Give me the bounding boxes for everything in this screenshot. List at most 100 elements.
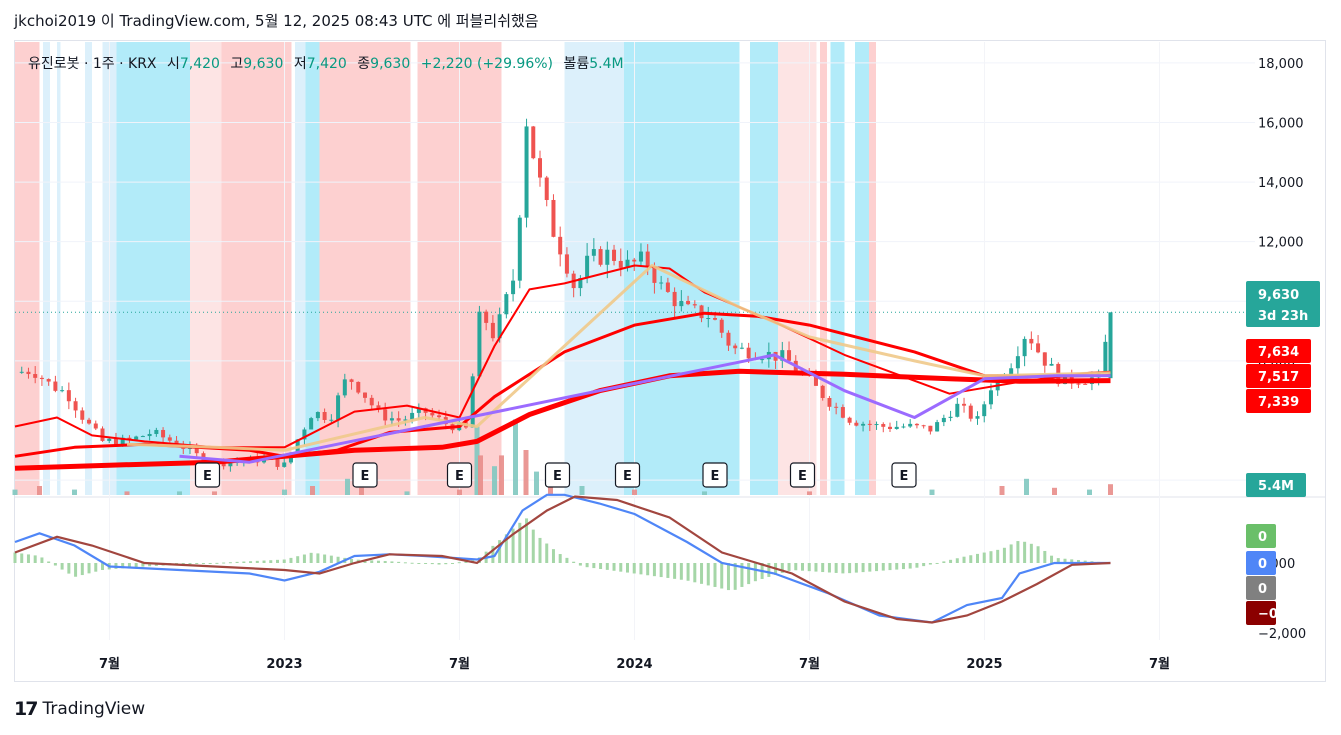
macd-histogram-bar [397,561,401,563]
candle-body [962,403,967,406]
candle-body [726,332,731,346]
earnings-label: E [798,469,807,484]
candle-body [60,390,65,392]
volume-tag [1246,473,1306,497]
macd-histogram-bar [1050,555,1054,563]
symbol-name[interactable]: 유진로봇 · 1주 · KRX [28,56,157,72]
candle-body [988,390,993,405]
tradingview-logo[interactable]: 17 TradingView [14,698,145,720]
macd-value-label: 0 [1258,557,1267,572]
candle-body [652,267,657,283]
signal-band [750,42,778,495]
candle-body [93,423,98,429]
signal-band [190,42,222,495]
candle-body [813,375,818,386]
candle-body [87,419,92,424]
macd-histogram-bar [706,563,710,586]
macd-histogram-bar [915,563,919,568]
macd-histogram-bar [673,563,677,579]
candle-body [26,371,31,375]
price-tags: 9,630 3d 23h 7,634 7,517 7,339 5.4M 0 0 0 −0 [1246,281,1320,625]
macd-histogram-bar [558,554,562,563]
candle-body [470,376,475,428]
candle-body [719,319,724,333]
macd-histogram-bar [67,563,71,574]
macd-histogram-bar [747,563,751,585]
candle-body [551,199,556,237]
volume-bar [513,419,518,495]
macd-histogram-bar [403,562,407,564]
macd-histogram-bar [53,563,57,566]
candle-body [1049,363,1054,366]
macd-histogram-bar [780,563,784,573]
candle-body [1036,343,1041,353]
low-value: 7,420 [306,56,347,72]
countdown-value: 3d 23h [1258,309,1308,324]
candle-body [840,407,845,418]
earnings-marker: E [544,462,571,488]
candle-body [625,259,630,268]
ma-price-value: 7,634 [1258,345,1299,360]
macd-histogram-bar [1043,550,1047,563]
macd-histogram-bar [410,562,414,564]
candle-body [968,405,973,419]
macd-histogram-bar [1036,546,1040,563]
macd-histogram-bar [525,518,529,563]
signal-band [869,42,876,495]
candle-body [975,416,980,419]
macd-pane [13,493,1111,624]
macd-histogram-bar [269,560,273,563]
signal-band [855,42,869,495]
macd-histogram-bar [888,563,892,571]
macd-histogram-bar [821,563,825,573]
candle-body [538,158,542,178]
volume-label: 볼륨 [563,56,590,72]
volume-bar [359,487,364,495]
macd-histogram-bar [619,563,623,572]
candle-body [928,425,933,432]
candle-body [780,350,785,361]
macd-histogram-bar [922,563,926,567]
macd-histogram-bar [1076,559,1080,563]
candle-body [120,437,125,446]
macd-histogram-bar [316,553,320,563]
macd-histogram-bar [47,561,51,563]
macd-histogram-bar [1002,547,1006,563]
macd-histogram-bar [1083,560,1087,563]
macd-histogram-bar [666,563,670,578]
macd-histogram-bar [928,563,932,565]
volume-bar [1024,478,1029,495]
macd-histogram-bar [504,534,508,563]
candle-body [598,249,603,265]
candle-body [282,462,287,467]
macd-histogram-bar [222,562,226,564]
candle-body [524,126,529,218]
change-value: +2,220 (+29.96%) [420,56,554,72]
candle-body [847,417,852,423]
candle-body [921,425,926,427]
candle-body [154,429,159,434]
macd-histogram-bar [1063,558,1067,563]
candle-body [544,177,549,200]
macd-histogram-bar [935,562,939,564]
candle-body [484,311,489,323]
candle-body [1076,383,1081,385]
volume-bar [632,489,637,495]
y-tick-label: 18,000 [1258,57,1304,72]
open-value: 7,420 [179,56,220,72]
macd-histogram-bar [693,563,697,583]
macd-histogram-bar [895,563,899,570]
macd-histogram-bar [276,559,279,563]
macd-histogram-bar [13,552,17,563]
volume-bar [807,491,812,495]
macd-histogram-bar [289,557,293,563]
macd-histogram-bar [1009,544,1013,563]
macd-histogram-bar [531,529,535,563]
earnings-label: E [455,469,464,484]
candle-body [147,433,152,437]
earnings-box [544,462,571,488]
macd-histogram-bar [976,553,979,563]
macd-histogram-bar [794,563,798,571]
macd-histogram-bar [201,563,205,564]
